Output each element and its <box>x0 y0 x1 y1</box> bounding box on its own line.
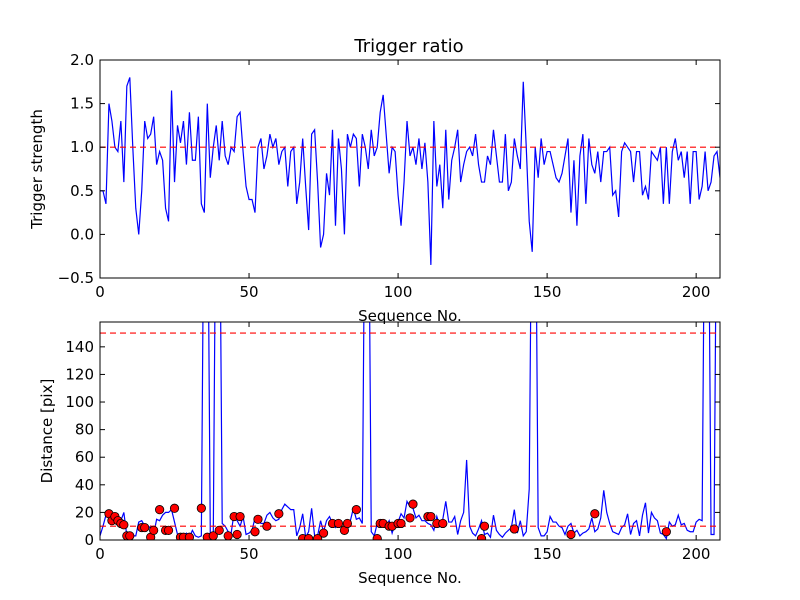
marker-point <box>426 511 436 522</box>
marker-point <box>342 518 353 529</box>
marker-point <box>661 527 671 537</box>
marker-point <box>438 518 448 529</box>
y-axis-label: Distance [pix] <box>38 379 56 484</box>
axes-frame <box>99 321 721 541</box>
marker-point <box>351 505 361 515</box>
x-tick-label: 100 <box>384 283 413 301</box>
y-tick-label: −0.5 <box>58 269 94 287</box>
plot-area <box>100 77 720 265</box>
x-tick-label: 200 <box>682 545 711 563</box>
y-tick-label: 100 <box>65 393 94 411</box>
marker-point <box>235 511 245 522</box>
chart-title: Trigger ratio <box>353 36 463 57</box>
y-tick-label: 60 <box>75 448 94 466</box>
distance-panel: 0 50 100 150 200 0 20 40 60 80 100 120 140 Sequence N… <box>38 321 721 587</box>
marker-point <box>250 527 260 537</box>
x-axis-label: Sequence No. <box>358 307 462 325</box>
marker-point <box>318 528 329 538</box>
marker-point <box>479 521 490 531</box>
marker-point <box>262 521 272 531</box>
y-tick-label: 40 <box>75 476 94 494</box>
marker-point <box>232 529 242 540</box>
x-tick-label: 0 <box>95 283 105 301</box>
marker-point <box>140 522 150 533</box>
y-tick-label: 20 <box>75 503 94 521</box>
marker-point <box>163 525 174 535</box>
x-tick-label: 200 <box>682 283 711 301</box>
y-tick-label: 1.5 <box>70 95 94 113</box>
marker-point <box>304 534 314 540</box>
y-tick-label: 80 <box>75 421 94 439</box>
marker-point <box>372 534 382 540</box>
marker-point <box>476 534 487 540</box>
marker-point <box>214 525 224 535</box>
marker-point <box>208 531 218 540</box>
series-line <box>100 322 717 540</box>
y-tick-label: 0.0 <box>70 225 94 243</box>
x-tick-label: 50 <box>239 545 258 563</box>
marker-point <box>155 505 165 515</box>
y-tick-label: 2.0 <box>70 51 94 69</box>
marker-point <box>509 524 519 534</box>
plot-area <box>100 322 720 540</box>
marker-point <box>274 509 284 519</box>
marker-point <box>405 513 415 523</box>
trigger-ratio-panel: 0 50 100 150 200 −0.5 0.0 0.5 1.0 1.5 2.0 Sequence … <box>28 51 721 325</box>
y-axis-label: Trigger strength <box>28 109 46 230</box>
x-tick-label: 0 <box>95 545 105 563</box>
marker-point <box>566 529 576 540</box>
marker-point <box>223 531 233 540</box>
marker-point <box>196 503 206 513</box>
marker-point <box>312 534 323 540</box>
marker-point <box>125 531 135 540</box>
marker-point <box>408 499 418 509</box>
x-tick-label: 100 <box>384 545 413 563</box>
marker-point <box>184 532 195 540</box>
marker-point <box>169 503 180 513</box>
y-tick-label: 1.0 <box>70 138 94 156</box>
y-tick-label: 0 <box>84 531 94 549</box>
axes-frame <box>99 59 721 279</box>
y-tick-label: 120 <box>65 365 94 383</box>
x-axis-label: Sequence No. <box>358 569 462 587</box>
marker-point <box>590 509 600 519</box>
marker-point <box>119 520 129 530</box>
marker-point <box>396 518 406 529</box>
x-tick-label: 50 <box>239 283 258 301</box>
series-line <box>100 77 720 265</box>
y-tick-label: 0.5 <box>70 182 94 200</box>
y-tick-label: 140 <box>65 338 94 356</box>
x-tick-label: 150 <box>533 283 562 301</box>
marker-point <box>333 518 344 529</box>
x-tick-label: 150 <box>533 545 562 563</box>
marker-point <box>253 514 263 524</box>
marker-point <box>149 525 159 535</box>
